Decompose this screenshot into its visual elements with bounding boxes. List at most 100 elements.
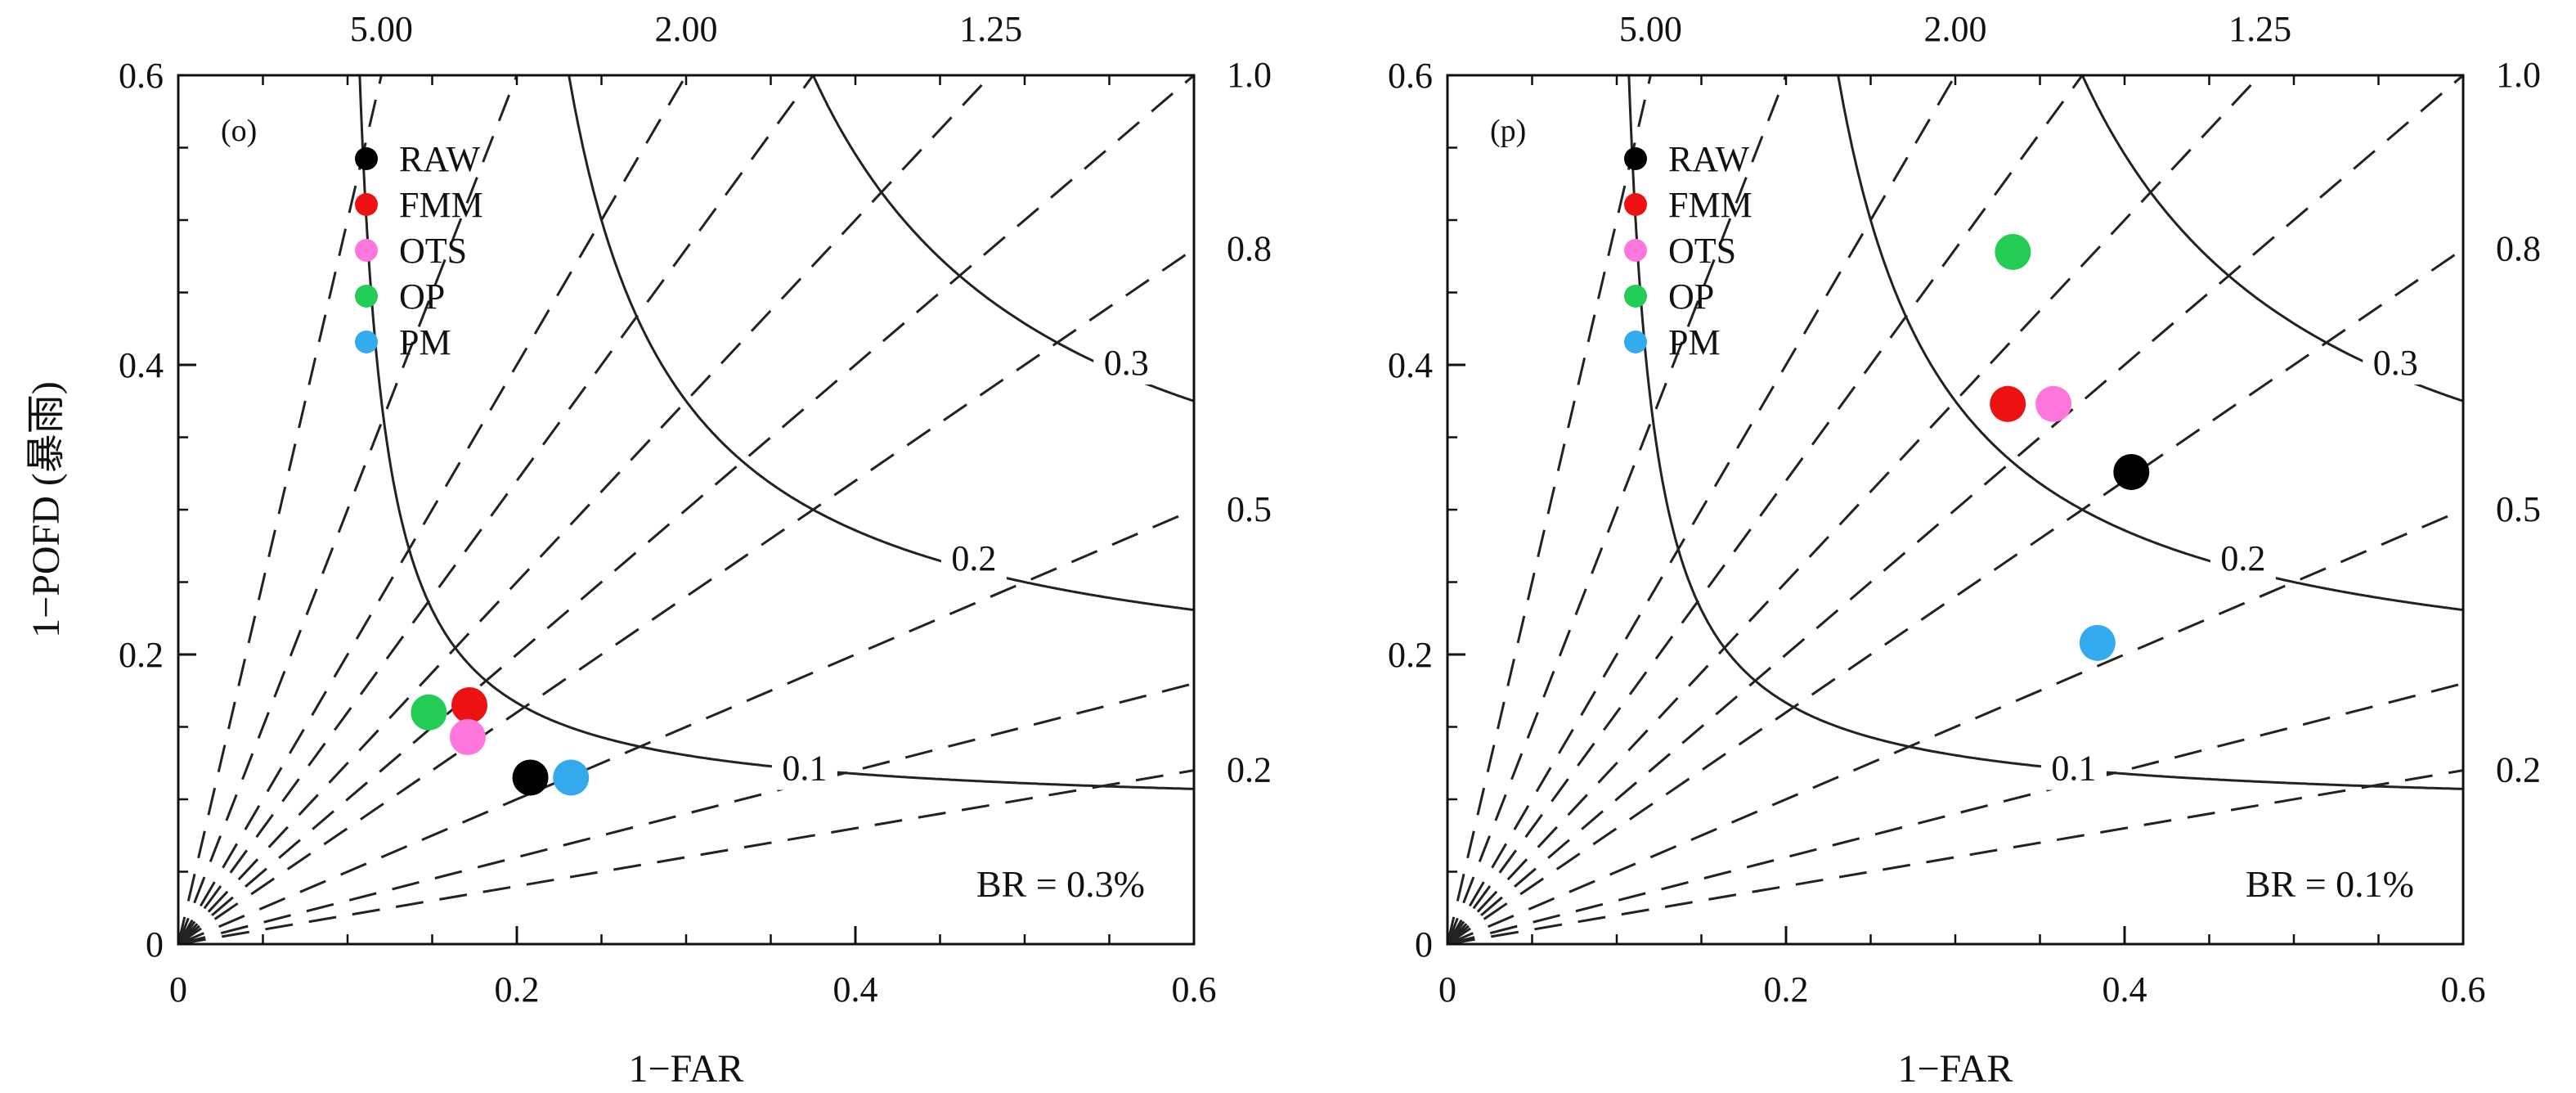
csi-label-bg (940, 535, 1007, 580)
y-axis-title: 1−POFD (暴雨) (25, 381, 68, 638)
legend-marker-op (355, 285, 378, 308)
legend-marker-pm (355, 331, 378, 353)
panel-label: (p) (1490, 114, 1526, 148)
csi-contours (1627, 75, 2463, 790)
right-bias-label: 0.2 (1227, 750, 1272, 790)
csi-label-bg (771, 745, 837, 790)
panel-1: 0.1 0.2 0.3 0 0.2 0.4 0.6 0 0.2 0.4 0.6 5.00 2.00 1.2… (1388, 9, 2541, 1091)
right-bias-label: 0.2 (2496, 750, 2541, 790)
csi-contour-0.1 (1627, 75, 2463, 790)
y-tick-label: 0.6 (119, 56, 164, 96)
legend-label-op: OP (1668, 277, 1714, 317)
point-op (1995, 233, 2031, 270)
legend-marker-pm (1624, 331, 1647, 353)
bias-line-3 (1447, 75, 1788, 944)
x-tick-label: 0.6 (1172, 969, 1217, 1010)
legend-marker-fmm (1624, 193, 1647, 216)
point-raw (2113, 453, 2150, 490)
bias-line-5 (1447, 75, 1652, 944)
y-tick-label: 0.4 (1388, 345, 1433, 385)
x-tick-label: 0 (1438, 969, 1456, 1010)
legend-label-raw: RAW (399, 139, 481, 179)
right-bias-label: 1.0 (1227, 55, 1272, 95)
point-op (411, 694, 447, 731)
y-tick-label: 0 (146, 924, 164, 965)
csi-label-0.1: 0.1 (2051, 749, 2096, 789)
panel-label: (o) (221, 114, 257, 148)
point-fmm (1990, 385, 2026, 422)
csi-contours (358, 75, 1194, 790)
bias-line-3 (178, 75, 518, 944)
data-points (411, 686, 590, 796)
right-bias-label: 0.8 (2496, 228, 2541, 268)
bias-line-0.5 (178, 508, 1194, 944)
csi-label-bg (2363, 340, 2429, 385)
bias-line-1.25 (1447, 75, 2261, 944)
bias-line-0.2 (1447, 769, 2463, 944)
bias-lines (178, 75, 1194, 944)
x-tick-label: 0.2 (1764, 969, 1809, 1010)
y-tick-label: 0.6 (1388, 56, 1433, 96)
csi-label-0.1: 0.1 (782, 749, 827, 789)
legend-marker-op (1624, 285, 1647, 308)
bias-line-0.8 (178, 248, 1194, 944)
top-bias-label: 1.25 (2228, 9, 2291, 49)
bias-line-5 (178, 75, 383, 944)
csi-label-bg (2040, 745, 2107, 790)
bias-line-2 (1447, 75, 1957, 944)
csi-contour-0.2 (568, 75, 1194, 611)
csi-contour-0.3 (811, 75, 1194, 403)
csi-contour-0.3 (2080, 75, 2463, 403)
top-bias-label: 5.00 (350, 9, 413, 49)
legend-marker-raw (355, 147, 378, 170)
right-bias-label: 0.5 (1227, 489, 1272, 529)
top-bias-label: 1.25 (959, 9, 1022, 49)
csi-label-bg (2210, 535, 2276, 580)
csi-label-0.2: 0.2 (2220, 538, 2265, 578)
legend-marker-raw (1624, 147, 1647, 170)
legend-marker-ots (1624, 239, 1647, 262)
csi-contour-0.1 (358, 75, 1194, 790)
x-tick-label: 0.4 (833, 969, 878, 1010)
right-bias-label: 0.5 (2496, 489, 2541, 529)
point-raw (512, 759, 549, 796)
legend-label-ots: OTS (399, 231, 467, 271)
x-axis-title: 1−FAR (629, 1047, 744, 1091)
bias-lines (1447, 75, 2463, 944)
top-bias-label: 2.00 (655, 9, 718, 49)
x-tick-label: 0.2 (495, 969, 540, 1010)
legend-label-fmm: FMM (399, 185, 483, 225)
csi-label-0.3: 0.3 (2373, 343, 2418, 383)
y-tick-label: 0.4 (119, 345, 164, 385)
csi-label-0.2: 0.2 (951, 538, 996, 578)
x-tick-label: 0 (169, 969, 187, 1010)
y-tick-label: 0 (1415, 924, 1433, 965)
legend: RAW FMM OTS OP PM (1624, 139, 1752, 362)
y-tick-label: 0.2 (1388, 635, 1433, 675)
csi-label-0.3: 0.3 (1104, 343, 1149, 383)
bias-line-2 (178, 75, 688, 944)
legend-marker-fmm (355, 193, 378, 216)
bias-line-0.8 (1447, 248, 2463, 944)
bias-line-1.6 (1447, 75, 2084, 944)
br-annotation: BR = 0.1% (2246, 863, 2414, 905)
x-axis-title: 1−FAR (1898, 1047, 2013, 1091)
legend: RAW FMM OTS OP PM (355, 139, 483, 362)
bias-line-0.5 (1447, 508, 2463, 944)
legend-label-pm: PM (399, 322, 451, 362)
y-tick-label: 0.2 (119, 635, 164, 675)
point-fmm (451, 686, 488, 723)
legend-label-pm: PM (1668, 322, 1721, 362)
bias-line-1.6 (178, 75, 815, 944)
right-bias-label: 1.0 (2496, 55, 2541, 95)
bias-line-1 (178, 75, 1194, 944)
point-ots (449, 718, 486, 755)
csi-contour-0.2 (1837, 75, 2463, 611)
point-pm (2079, 624, 2116, 661)
legend-label-op: OP (399, 277, 445, 317)
legend-label-fmm: FMM (1668, 185, 1752, 225)
csi-label-bg (1093, 340, 1160, 385)
bias-line-0.2 (178, 769, 1194, 944)
legend-label-raw: RAW (1668, 139, 1750, 179)
